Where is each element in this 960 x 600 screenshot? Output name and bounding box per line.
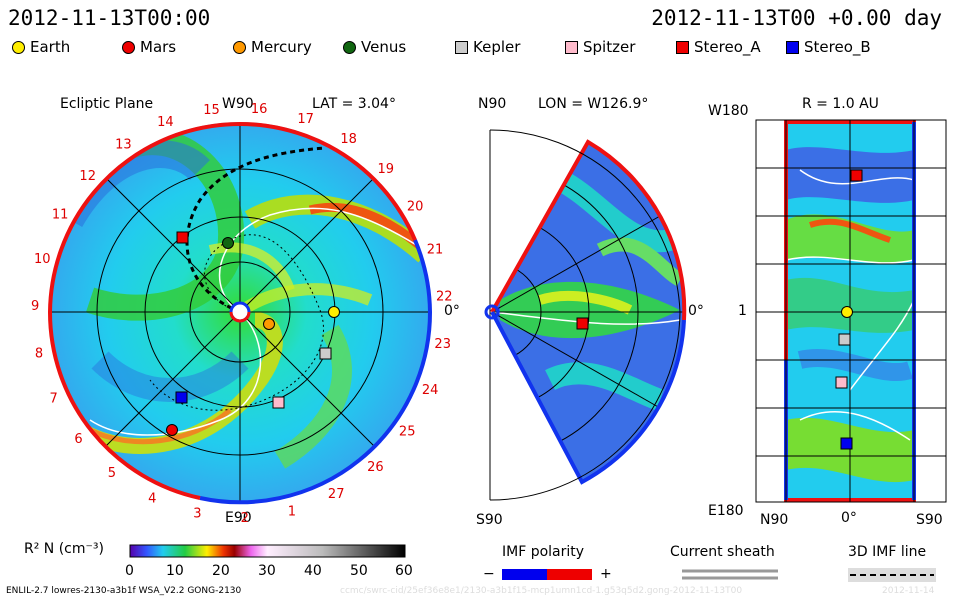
colorbar-label: R² N (cm⁻³) [24, 541, 104, 557]
radial-bottom-left: E180 [708, 503, 744, 519]
stereo-a-marker [176, 231, 189, 244]
current-sheath-title: Current sheath [670, 544, 775, 560]
colorbar-tick-20: 20 [212, 563, 230, 579]
radial-x-n90: N90 [760, 512, 789, 528]
spitzer-marker-icon [565, 40, 578, 54]
imf-3d-title: 3D IMF line [848, 544, 927, 560]
colorbar-tick-50: 50 [350, 563, 368, 579]
kepler-marker-icon [455, 40, 468, 54]
carrington-tick-label: 2 [241, 511, 249, 526]
meridional-lon-label: LON = W126.9° [538, 96, 649, 112]
colorbar-tick-30: 30 [258, 563, 276, 579]
model-footer: ENLIL-2.7 lowres-2130-a3b1f WSA_V2.2 GON… [6, 586, 242, 596]
radial-stereo-a-marker [850, 169, 863, 182]
mercury-marker-icon [233, 40, 246, 54]
carrington-tick-label: 14 [157, 115, 174, 130]
carrington-tick-label: 3 [193, 507, 201, 522]
carrington-tick-label: 9 [31, 299, 39, 314]
venus-marker-icon [343, 40, 356, 54]
radial-mid-left: 1 [738, 303, 747, 319]
mars-marker-icon [122, 40, 135, 54]
carrington-tick-label: 27 [328, 487, 345, 502]
datetime-left: 2012-11-13T00:00 [8, 6, 211, 30]
stereo-a-marker-icon [676, 40, 689, 54]
ecliptic-top-label: W90 [222, 96, 254, 112]
radial-x-0: 0° [841, 510, 857, 526]
imf-polarity-title: IMF polarity [502, 544, 585, 560]
legend-earth: Earth [12, 38, 70, 56]
carrington-tick-label: 24 [422, 383, 439, 398]
carrington-tick-label: 23 [434, 337, 451, 352]
ecliptic-title: Ecliptic Plane [60, 96, 154, 112]
carrington-tick-label: 15 [203, 103, 220, 118]
ecliptic-lat-label: LAT = 3.04° [312, 96, 396, 112]
stereo-b-marker-icon [786, 40, 799, 54]
radial-kepler-marker [838, 333, 851, 346]
legend-mars: Mars [122, 38, 176, 56]
legend-spitzer: Spitzer [565, 38, 635, 56]
radial-r-label: R = 1.0 AU [802, 96, 879, 112]
legend-stereo-b: Stereo_B [786, 38, 871, 56]
ecliptic-bottom-label: E90 [225, 510, 252, 526]
datetime-right: 2012-11-13T00 +0.00 day [651, 6, 942, 30]
meridional-right-label: 0° [688, 303, 704, 319]
imf-positive-bar [547, 569, 592, 580]
radial-spitzer-marker [835, 376, 848, 389]
earth-marker-icon [12, 40, 25, 54]
carrington-tick-label: 8 [35, 346, 43, 361]
carrington-tick-label: 22 [436, 289, 453, 304]
watermark-right: 2012-11-14 [882, 586, 935, 596]
carrington-tick-label: 17 [297, 112, 314, 127]
carrington-tick-label: 20 [407, 199, 424, 214]
carrington-tick-label: 21 [427, 243, 444, 258]
spitzer-marker [272, 396, 285, 409]
carrington-tick-label: 19 [378, 162, 395, 177]
legend-mercury: Mercury [233, 38, 312, 56]
watermark: ccmc/swrc-cid/25ef36e8e1/2130-a3b1f15-mc… [340, 586, 743, 596]
carrington-tick-label: 16 [251, 102, 268, 117]
carrington-tick-label: 6 [74, 432, 82, 447]
carrington-tick-label: 7 [50, 392, 58, 407]
radial-stereo-b-marker [840, 437, 853, 450]
meridional-stereo-a-marker [576, 317, 589, 330]
carrington-tick-label: 12 [79, 169, 96, 184]
carrington-tick-label: 13 [115, 137, 132, 152]
carrington-tick-label: 26 [367, 460, 384, 475]
legend-stereo-a: Stereo_A [676, 38, 761, 56]
carrington-tick-label: 11 [52, 208, 69, 223]
colorbar-tick-0: 0 [125, 563, 134, 579]
carrington-tick-label: 1 [288, 504, 296, 519]
density-colorbar [129, 544, 406, 558]
imf-plus: + [600, 566, 612, 582]
ecliptic-right-label: 0° [444, 303, 460, 319]
legend-venus: Venus [343, 38, 406, 56]
mercury-marker [263, 318, 275, 330]
imf-minus: − [483, 566, 495, 582]
earth-marker [328, 306, 340, 318]
imf-negative-bar [502, 569, 547, 580]
venus-marker [222, 237, 234, 249]
mars-marker [166, 424, 178, 436]
colorbar-tick-10: 10 [166, 563, 184, 579]
meridional-top-label: N90 [478, 96, 507, 112]
meridional-bottom-label: S90 [476, 512, 503, 528]
radial-x-s90: S90 [916, 512, 943, 528]
carrington-tick-label: 4 [148, 491, 156, 506]
radial-top-left: W180 [708, 103, 749, 119]
stereo-b-marker [175, 391, 188, 404]
legend-kepler: Kepler [455, 38, 520, 56]
carrington-tick-label: 25 [399, 425, 416, 440]
carrington-tick-label: 5 [108, 466, 116, 481]
colorbar-tick-60: 60 [395, 563, 413, 579]
colorbar-tick-40: 40 [304, 563, 322, 579]
carrington-tick-label: 18 [340, 132, 357, 147]
kepler-marker [319, 347, 332, 360]
carrington-tick-label: 10 [34, 252, 51, 267]
radial-earth-marker [841, 306, 853, 318]
